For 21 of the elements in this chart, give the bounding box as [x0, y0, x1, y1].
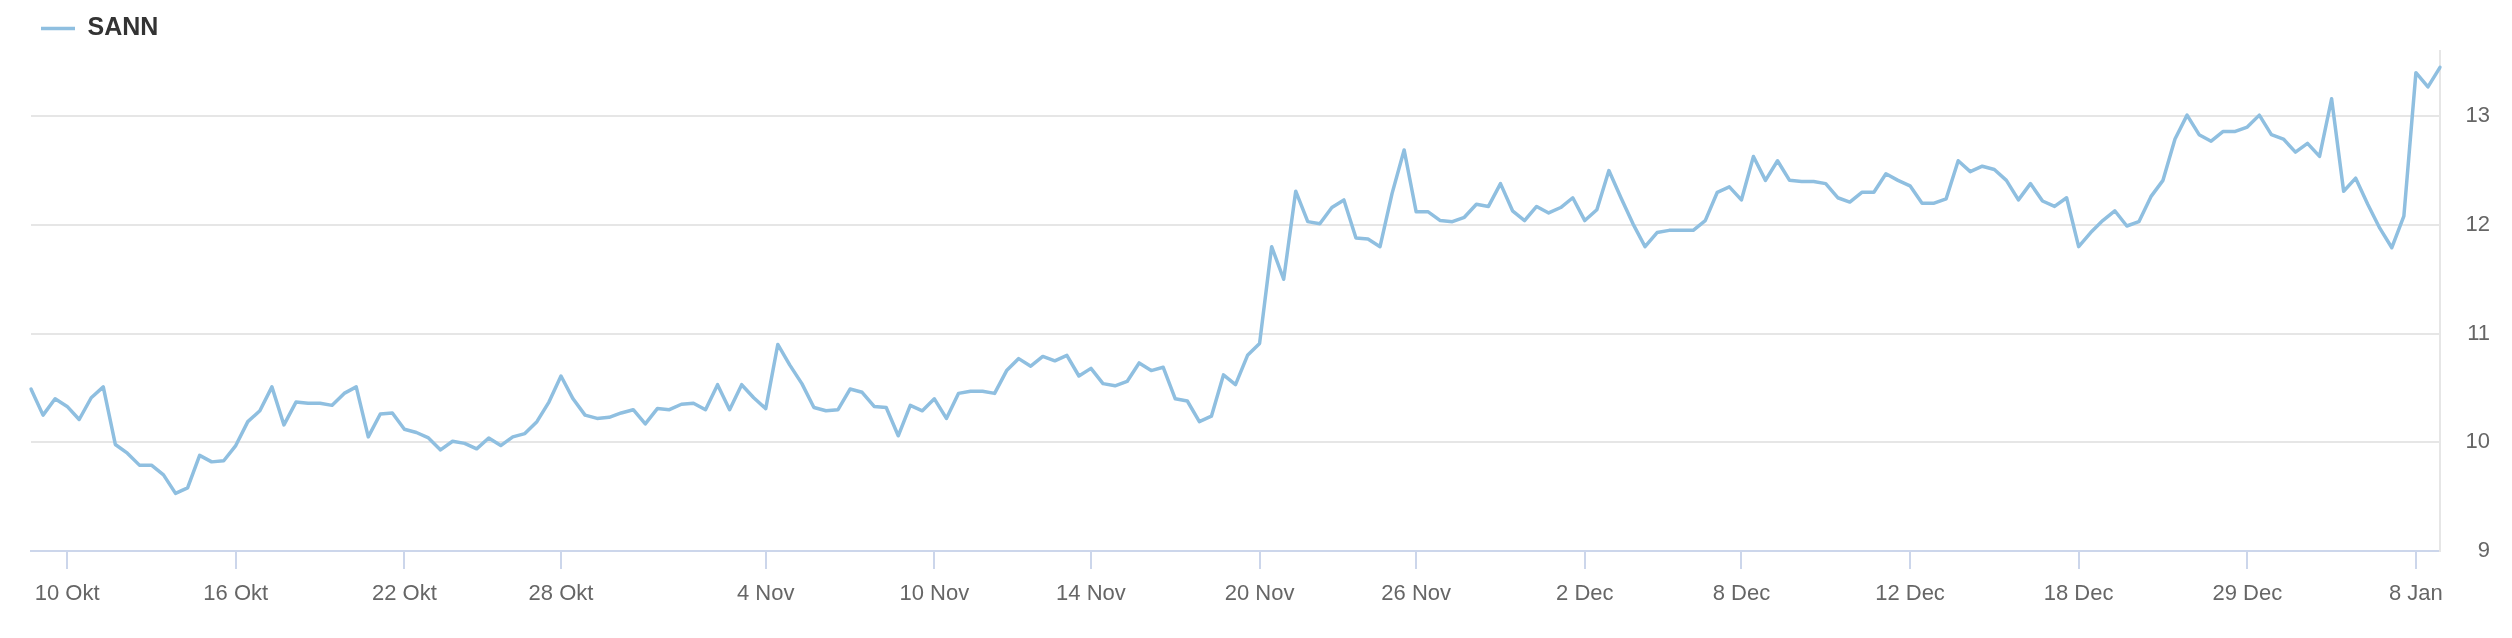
- x-tick-label: 16 Okt: [203, 580, 269, 606]
- x-tick-label: 28 Okt: [528, 580, 594, 606]
- x-tick-label: 10 Nov: [899, 580, 970, 606]
- x-tick-label: 8 Dec: [1712, 580, 1771, 606]
- x-tick-label: 26 Nov: [1381, 580, 1452, 606]
- x-tick-label: 2 Dec: [1556, 580, 1614, 606]
- y-tick-label: 9: [2477, 537, 2490, 563]
- y-tick-label: 10: [2465, 428, 2490, 454]
- x-tick-label: 29 Dec: [2212, 580, 2283, 606]
- x-tick-label: 14 Nov: [1056, 580, 1126, 606]
- x-tick-label: 18 Dec: [2043, 580, 2114, 606]
- x-tick-label: 10 Okt: [34, 580, 100, 606]
- x-tick-label: 20 Nov: [1224, 580, 1295, 606]
- legend-label: SANN: [87, 12, 159, 41]
- x-tick-label: 12 Dec: [1875, 580, 1945, 606]
- y-tick-label: 12: [2465, 210, 2490, 236]
- x-tick-label: 4 Nov: [737, 580, 795, 606]
- x-tick-label: 8 Jan: [2389, 580, 2443, 606]
- y-tick-label: 11: [2467, 319, 2490, 345]
- x-tick-label: 22 Okt: [371, 580, 437, 606]
- y-tick-label: 13: [2465, 102, 2490, 128]
